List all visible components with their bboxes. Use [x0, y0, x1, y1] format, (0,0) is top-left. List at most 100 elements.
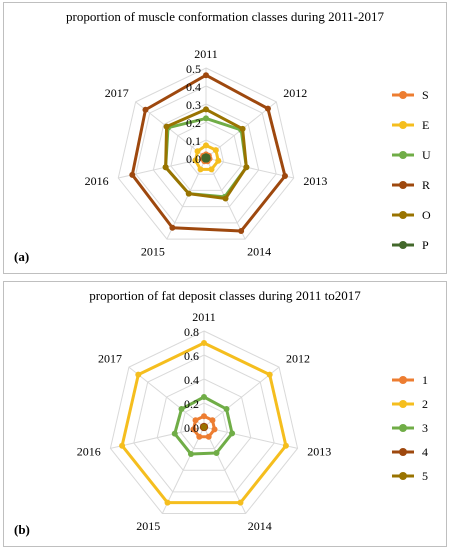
tick-label: 0.0: [184, 421, 199, 435]
grid-spoke: [203, 426, 298, 449]
data-point-E: [203, 142, 209, 149]
legend-marker-R: [399, 181, 407, 189]
grid-ring: [187, 139, 225, 175]
category-label: 2016: [77, 444, 101, 458]
grid-ring: [109, 330, 299, 514]
data-point-O: [163, 123, 170, 130]
category-label: 2015: [136, 519, 160, 533]
legend-marker-U: [399, 151, 407, 159]
category-label: 2017: [98, 351, 122, 365]
data-point-E: [197, 166, 204, 173]
radar-chart-a: 2011 2012 2013 2014 2015 2016 2017 0.0 0.1 0.2 0.3…: [85, 47, 431, 259]
grid-spoke: [203, 426, 247, 514]
data-point-O: [243, 164, 250, 171]
data-point-R: [169, 224, 176, 231]
data-point-R: [264, 105, 271, 112]
legend-label-2: 2: [422, 397, 428, 411]
data-point-5: [201, 424, 207, 430]
legend-label-4: 4: [422, 445, 428, 459]
series-line-2: [120, 341, 288, 505]
data-point-1: [211, 426, 218, 433]
data-point-2: [119, 442, 126, 449]
grid-ring: [117, 67, 295, 240]
grid-ring: [180, 402, 228, 450]
category-label: 2011: [194, 47, 218, 61]
data-point-O: [185, 190, 192, 197]
category-label: 2014: [247, 245, 271, 259]
data-point-2: [135, 371, 142, 378]
data-point-R: [281, 173, 288, 180]
legend-label-S: S: [422, 88, 429, 102]
data-point-E: [208, 166, 215, 173]
legend-marker-5: [399, 472, 407, 480]
tick-label: 0.2: [184, 397, 199, 411]
tick-label: 0.5: [186, 62, 201, 76]
category-label: 2016: [85, 174, 109, 188]
legend-label-P: P: [422, 238, 429, 252]
tick-label: 0.4: [186, 80, 201, 94]
legend-marker-E: [399, 121, 407, 129]
legend-marker-4: [399, 448, 407, 456]
grid-ring: [170, 121, 242, 191]
grid-ring: [152, 103, 260, 208]
data-point-R: [142, 106, 149, 113]
legend-marker-P: [399, 241, 407, 249]
category-label: 2014: [248, 519, 272, 533]
series-line-3: [173, 395, 234, 456]
category-label: 2012: [286, 351, 310, 365]
category-label: 2013: [307, 444, 331, 458]
category-label: 2017: [105, 86, 129, 100]
radar-chart-b: 2011 2012 2013 2014 2015 2016 2017 0.0 0.2 0.4 0.6…: [77, 310, 428, 533]
data-point-R: [129, 171, 136, 178]
data-point-1: [196, 433, 203, 440]
legend-label-O: O: [422, 208, 431, 222]
data-point-3: [178, 406, 185, 413]
legend-label-U: U: [422, 148, 431, 162]
data-point-3: [213, 449, 220, 456]
grid-ring: [133, 354, 275, 493]
legend-label-3: 3: [422, 421, 428, 435]
grid-spoke: [110, 426, 205, 449]
data-point-1: [205, 433, 212, 440]
legend-label-5: 5: [422, 469, 428, 483]
data-point-3: [187, 451, 194, 458]
panel-label-a: (a): [14, 249, 30, 264]
legend-marker-1: [399, 376, 407, 384]
tick-label: 0.2: [186, 116, 201, 130]
data-point-2: [282, 442, 289, 449]
data-point-O: [203, 106, 209, 113]
data-point-O: [239, 125, 246, 132]
tick-label: 0.1: [186, 134, 201, 148]
tick-label: 0.3: [186, 98, 201, 112]
data-point-O: [162, 164, 169, 171]
category-label: 2013: [303, 174, 327, 188]
legend-marker-O: [399, 211, 407, 219]
series-line-O: [164, 107, 248, 201]
data-point-2: [201, 340, 207, 346]
data-point-O: [222, 195, 229, 202]
data-point-1: [201, 413, 207, 420]
data-point-E: [194, 148, 201, 155]
category-label: 2015: [141, 245, 165, 259]
grid-spoke: [203, 366, 280, 428]
data-point-3: [229, 430, 236, 437]
category-label: 2011: [192, 310, 216, 324]
data-point-1: [192, 417, 199, 424]
tick-label: 0.4: [184, 373, 199, 387]
data-point-R: [203, 72, 209, 79]
data-point-3: [223, 406, 230, 413]
legend-label-E: E: [422, 118, 429, 132]
legend-label-R: R: [422, 178, 430, 192]
data-point-U: [203, 115, 209, 122]
data-point-2: [237, 499, 244, 506]
chart-title-b: proportion of fat deposit classes during…: [89, 288, 361, 303]
data-point-2: [266, 371, 273, 378]
data-point-E: [192, 157, 199, 164]
grid-spoke: [161, 426, 205, 514]
data-point-R: [238, 227, 245, 234]
legend-marker-S: [399, 91, 407, 99]
series-line-R: [130, 73, 287, 233]
data-point-1: [190, 426, 197, 433]
chart-title-a: proportion of muscle conformation classe…: [66, 9, 384, 24]
tick-label: 0.0: [186, 152, 201, 166]
